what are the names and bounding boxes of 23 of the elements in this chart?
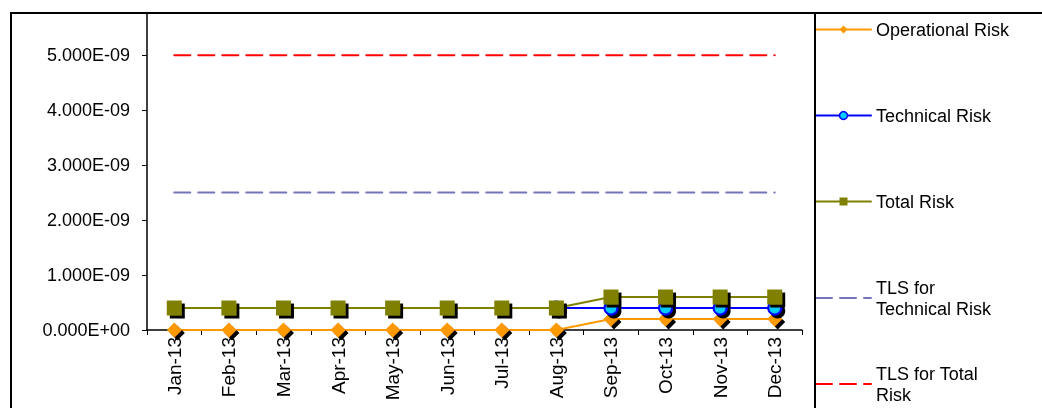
legend-label: Operational Risk	[876, 19, 1011, 40]
x-tick-label: Jun-13	[436, 337, 458, 396]
y-tick-label: 3.000E-09	[46, 155, 130, 176]
legend-label: TLS for Total Risk	[876, 363, 983, 405]
x-tick-label: Oct-13	[655, 337, 677, 395]
y-tick-label: 5.000E-09	[46, 45, 130, 66]
x-tick-label: Mar-13	[272, 337, 294, 398]
x-tick-label: Aug-13	[545, 337, 567, 399]
x-tick-label: May-13	[382, 337, 404, 401]
y-tick-label: 0.000E+00	[42, 320, 130, 340]
y-tick-label: 2.000E-09	[46, 210, 130, 231]
x-tick-label: Dec-13	[764, 337, 786, 399]
y-tick-label: 4.000E-09	[46, 100, 130, 121]
legend-label: Total Risk	[876, 191, 956, 212]
x-tick-label: Jul-13	[491, 337, 513, 389]
legend-label: Technical Risk	[876, 105, 993, 126]
legend-label: TLS for Technical Risk	[876, 277, 993, 319]
y-tick-label: 1.000E-09	[46, 265, 130, 286]
x-tick-label: Sep-13	[600, 337, 622, 399]
x-tick-label: Apr-13	[327, 337, 349, 395]
x-tick-label: Jan-13	[163, 337, 185, 396]
x-tick-label: Feb-13	[218, 337, 240, 398]
x-tick-label: Nov-13	[709, 337, 731, 399]
